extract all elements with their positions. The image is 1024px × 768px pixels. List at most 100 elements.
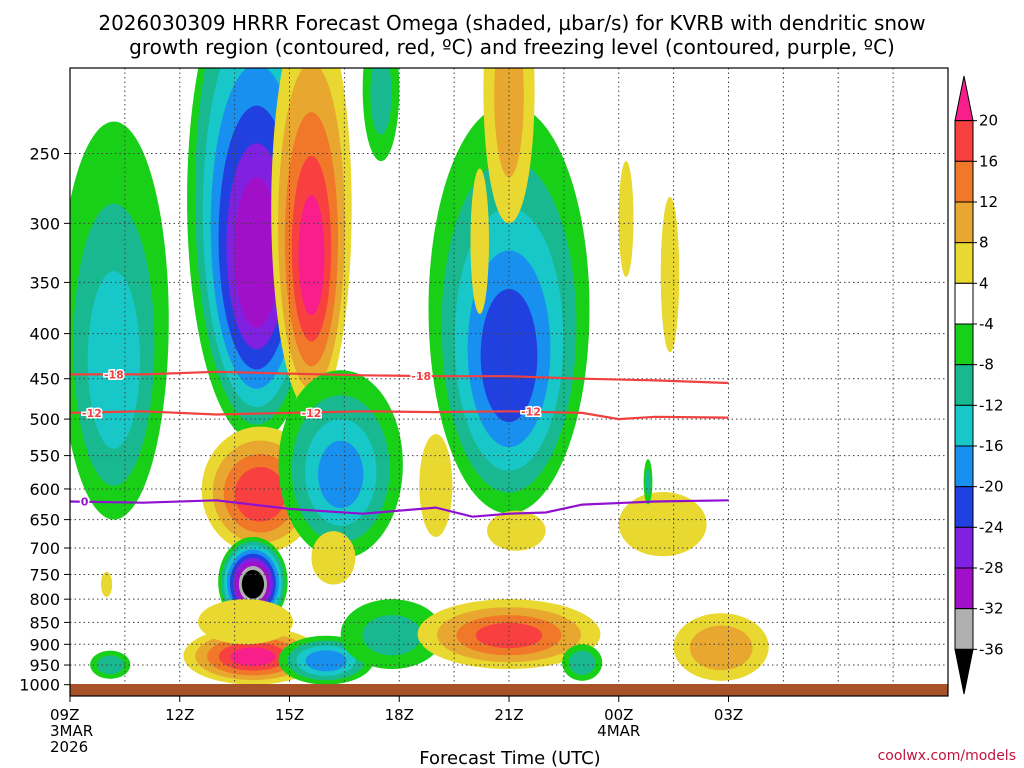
- omega-cell: [198, 599, 294, 645]
- x-tick-label: 03Z: [714, 706, 743, 724]
- dgz-minus-12-label: -12: [82, 407, 102, 420]
- y-tick-label: 250: [29, 144, 60, 163]
- omega-shading: [70, 68, 769, 685]
- colorbar-label: -24: [979, 518, 1004, 536]
- omega-band: [318, 440, 364, 509]
- freezing-level-0-label: 0: [81, 496, 89, 509]
- colorbar-top-arrow: [954, 75, 974, 122]
- omega-band: [362, 615, 422, 656]
- omega-band: [495, 516, 538, 546]
- x-axis-label: Forecast Time (UTC): [419, 748, 600, 768]
- y-tick-label: 1000: [19, 676, 60, 695]
- x-tick-label: 21Z: [494, 706, 523, 724]
- credit-text: coolwx.com/models: [878, 748, 1016, 764]
- omega-cell: [487, 510, 546, 551]
- omega-band: [100, 658, 121, 672]
- omega-cell: [618, 492, 707, 557]
- omega-cell: [311, 531, 356, 585]
- omega-cell: [362, 68, 400, 162]
- omega-band: [230, 647, 276, 666]
- dgz-minus-18-line: [70, 370, 729, 385]
- x-tick-label: 18Z: [385, 706, 414, 724]
- omega-band: [244, 573, 262, 595]
- chart-title-line-2: growth region (contoured, red, ºC) and f…: [129, 35, 895, 59]
- omega-band: [618, 492, 707, 557]
- omega-cell: [90, 650, 131, 679]
- omega-band: [618, 161, 634, 277]
- dgz-minus-12-line: [70, 410, 729, 421]
- omega-band: [370, 68, 392, 135]
- omega-band: [419, 434, 453, 537]
- y-tick-label: 700: [29, 539, 60, 558]
- colorbar-swatch: [954, 282, 974, 325]
- y-tick-label: 600: [29, 480, 60, 499]
- colorbar-swatch: [954, 526, 974, 569]
- colorbar-label: -8: [979, 356, 994, 374]
- dgz-minus-18-label: -18: [104, 368, 124, 381]
- y-axis-ticks: 250 300 350 400 450 500 550 600 650 700 750 800 850 9…: [19, 144, 70, 695]
- colorbar-bottom-arrow: [954, 648, 974, 695]
- x-tick-label: 09Z: [50, 706, 79, 724]
- omega-cell: [70, 121, 169, 520]
- colorbar-swatch: [954, 404, 974, 447]
- ground-surface-bar: [70, 684, 948, 696]
- omega-cell: [201, 426, 319, 554]
- omega-band: [660, 196, 680, 353]
- omega-band: [645, 469, 651, 496]
- omega-band: [298, 195, 325, 316]
- omega-band: [240, 473, 281, 516]
- colorbar-swatch: [954, 160, 974, 203]
- omega-cell: [417, 599, 601, 670]
- omega-band: [697, 631, 745, 665]
- dgz-minus-12-label: -12: [521, 405, 541, 418]
- colorbar-swatch: [954, 608, 974, 650]
- freezing-level-0-line: [70, 499, 729, 518]
- colorbar-label: -20: [979, 478, 1004, 496]
- colorbar-swatch: [954, 201, 974, 244]
- omega-band: [311, 531, 356, 585]
- y-tick-label: 900: [29, 635, 60, 654]
- omega-cell: [562, 644, 603, 681]
- y-tick-label: 400: [29, 325, 60, 344]
- colorbar-label: 20: [979, 112, 998, 130]
- y-tick-label: 950: [29, 656, 60, 675]
- omega-band: [572, 653, 593, 672]
- y-tick-label: 500: [29, 410, 60, 429]
- omega-cell: [470, 168, 489, 314]
- colorbar-swatch: [954, 445, 974, 488]
- y-tick-label: 550: [29, 447, 60, 466]
- gridlines: [69, 68, 949, 696]
- colorbar-label: 16: [979, 152, 998, 170]
- colorbar-swatch: [954, 242, 974, 284]
- omega-cell: [278, 370, 403, 559]
- colorbar-swatch: [954, 486, 974, 528]
- omega-band: [309, 652, 343, 670]
- omega-cell: [660, 196, 680, 353]
- colorbar-swatch: [954, 364, 974, 406]
- omega-cell: [419, 434, 453, 537]
- colorbar-label: -28: [979, 559, 1004, 577]
- omega-cell: [340, 599, 444, 670]
- omega-band: [101, 571, 113, 597]
- colorbar-label: -12: [979, 396, 1004, 414]
- colorbar-label: 8: [979, 234, 989, 252]
- colorbar-swatch: [954, 567, 974, 610]
- y-tick-label: 750: [29, 565, 60, 584]
- omega-cell: [643, 459, 653, 505]
- omega-cell: [618, 161, 634, 277]
- x-tick-date: 3MAR: [50, 722, 93, 740]
- x-tick-date: 4MAR: [597, 722, 640, 740]
- y-tick-label: 350: [29, 273, 60, 292]
- colorbar-label: -32: [979, 600, 1004, 618]
- colorbar-label: -16: [979, 437, 1004, 455]
- temperature-contours: -18 -18 -12 -12 -12 0: [70, 367, 729, 518]
- colorbar-label: 4: [979, 274, 989, 292]
- colorbar-swatch: [954, 323, 974, 366]
- x-tick-year: 2026: [50, 738, 88, 756]
- y-tick-label: 300: [29, 214, 60, 233]
- omega-band: [238, 193, 275, 317]
- x-tick-label: 00Z: [604, 706, 633, 724]
- y-tick-label: 850: [29, 613, 60, 632]
